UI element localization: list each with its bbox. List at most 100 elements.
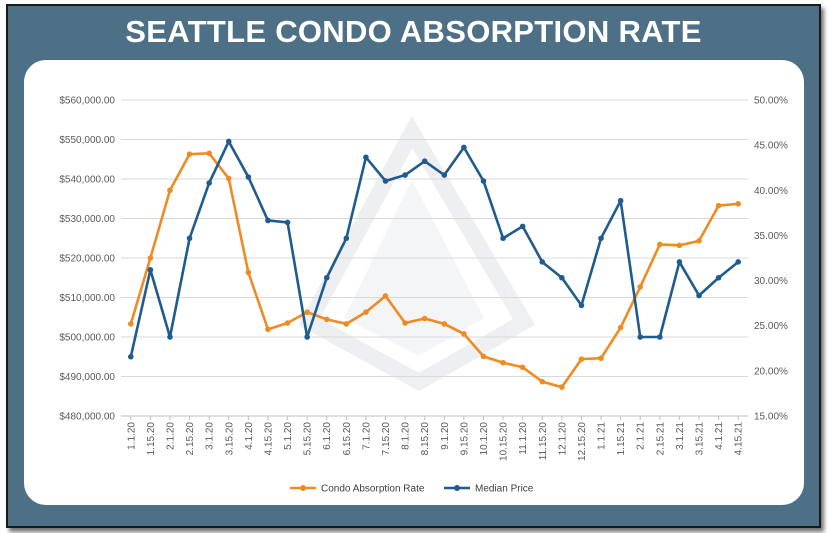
data-point (284, 320, 291, 326)
data-point (598, 235, 604, 242)
x-tick-label: 10.15.20 (499, 422, 510, 461)
left-tick-label: $560,000.00 (59, 96, 115, 107)
data-point (441, 172, 448, 178)
x-tick-label: 11.1.20 (518, 422, 529, 455)
legend-swatch-marker (300, 485, 306, 491)
x-tick-label: 9.15.20 (459, 422, 470, 456)
data-point (637, 284, 644, 290)
legend-label: Median Price (475, 484, 534, 495)
data-point (323, 316, 330, 323)
data-point (323, 274, 330, 281)
data-point (480, 353, 487, 360)
data-point (578, 356, 585, 362)
x-tick-label: 4.1.20 (244, 422, 255, 450)
data-point (147, 267, 154, 273)
data-point (245, 269, 252, 276)
data-point (206, 180, 212, 186)
x-tick-label: 12.15.20 (577, 422, 588, 461)
data-point (559, 274, 565, 281)
left-tick-label: $500,000.00 (59, 333, 115, 344)
x-tick-label: 1.15.21 (616, 422, 627, 456)
x-tick-label: 10.1.20 (479, 422, 490, 456)
x-tick-label: 2.1.21 (636, 422, 647, 450)
right-tick-label: 15.00% (754, 412, 788, 423)
right-axis-ticks: 15.00% 20.00% 25.00% 30.00% 35.00% 40.00% 45.0… (754, 96, 788, 423)
data-point (245, 174, 252, 180)
x-tick-label: 5.15.20 (303, 422, 314, 456)
data-point (402, 320, 408, 326)
data-point (735, 201, 742, 207)
data-point (421, 158, 428, 165)
right-tick-label: 50.00% (754, 96, 788, 107)
data-point (402, 172, 408, 178)
data-point (480, 178, 487, 184)
x-tick-label: 1.1.20 (126, 422, 137, 450)
data-point (343, 321, 350, 327)
x-tick-label: 6.15.20 (342, 422, 353, 456)
x-tick-label: 8.1.20 (401, 422, 412, 450)
series-layer (127, 138, 742, 390)
legend-label: Condo Absorption Rate (321, 484, 425, 495)
x-tick-label: 1.15.20 (146, 422, 157, 456)
x-tick-label: 5.1.20 (283, 422, 294, 450)
data-point (382, 178, 389, 184)
legend-swatch-marker (454, 485, 460, 491)
data-point (147, 255, 154, 261)
data-point (225, 175, 232, 182)
data-point (461, 144, 467, 151)
data-point (500, 359, 506, 366)
x-tick-label: 1.1.21 (597, 422, 608, 450)
data-point (304, 309, 310, 315)
left-tick-label: $490,000.00 (59, 372, 115, 383)
x-tick-label: 6.1.20 (322, 422, 333, 450)
data-point (127, 353, 134, 360)
data-point (265, 217, 271, 224)
right-tick-label: 30.00% (754, 276, 788, 287)
data-point (127, 321, 134, 327)
data-point (167, 334, 173, 340)
right-tick-label: 20.00% (754, 366, 788, 377)
x-tick-label: 7.15.20 (381, 422, 392, 456)
data-point (676, 259, 683, 265)
left-axis-ticks: $480,000.00 $490,000.00 $500,000.00 $510,00… (59, 96, 115, 423)
data-point (186, 151, 193, 157)
right-tick-label: 45.00% (754, 141, 788, 152)
left-tick-label: $480,000.00 (59, 412, 115, 423)
data-point (206, 150, 212, 157)
chart-panel: $480,000.00 $490,000.00 $500,000.00 $510,00… (24, 60, 804, 505)
x-tick-label: 3.1.20 (205, 422, 216, 450)
right-tick-label: 25.00% (754, 321, 788, 332)
data-point (167, 187, 173, 194)
x-tick-label: 4.1.21 (714, 422, 725, 450)
left-tick-label: $540,000.00 (59, 175, 115, 186)
left-tick-label: $510,000.00 (59, 293, 115, 304)
left-tick-label: $550,000.00 (59, 135, 115, 146)
watermark-logo (298, 115, 536, 392)
series-line-absorption (129, 151, 739, 389)
data-point (363, 309, 369, 315)
data-point (696, 238, 702, 244)
x-tick-label: 2.15.21 (655, 422, 666, 456)
chart-frame: SEATTLE CONDO ABSORPTION RATE $480,000.0… (6, 4, 821, 528)
data-point (696, 292, 702, 299)
data-point (225, 138, 232, 145)
x-tick-label: 11.15.20 (538, 422, 549, 461)
data-point (676, 242, 683, 249)
x-tick-label: 2.15.20 (185, 422, 196, 456)
x-tick-label: 8.15.20 (420, 422, 431, 456)
data-point (421, 315, 428, 322)
right-tick-label: 35.00% (754, 231, 788, 242)
x-tick-label: 3.15.21 (695, 422, 706, 456)
x-tick-label: 12.1.20 (557, 422, 568, 456)
x-tick-label: 9.1.20 (440, 422, 451, 450)
data-point (657, 241, 663, 248)
x-tick-label: 2.1.20 (165, 422, 176, 450)
data-point (382, 293, 389, 299)
data-point (559, 384, 565, 390)
data-point (461, 331, 467, 337)
data-point (539, 378, 546, 385)
legend: Condo Absorption Rate Median Price (290, 484, 534, 495)
left-tick-label: $530,000.00 (59, 214, 115, 225)
right-tick-label: 40.00% (754, 186, 788, 197)
data-point (637, 334, 644, 340)
